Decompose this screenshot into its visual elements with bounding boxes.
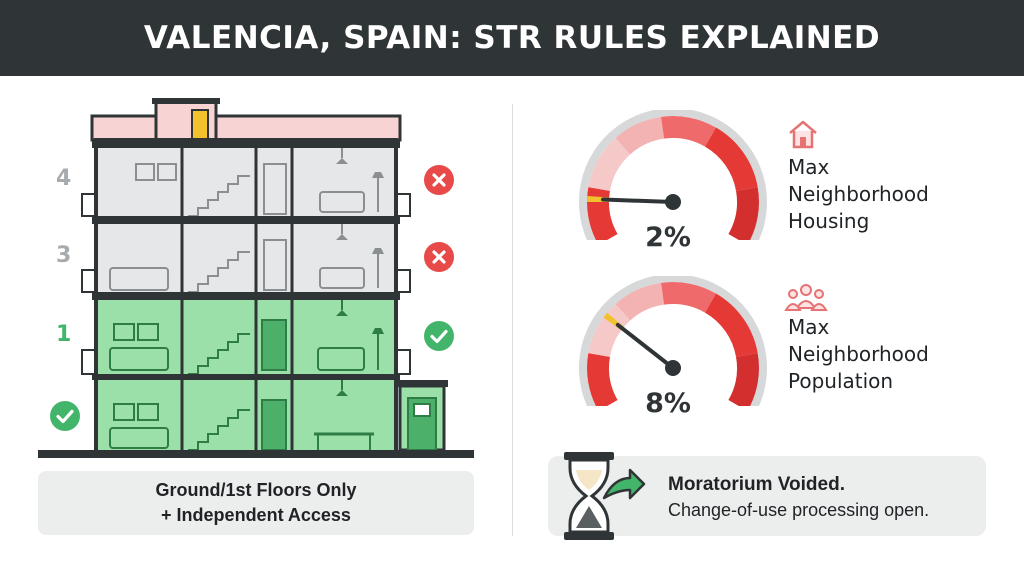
gauge-segment [728,187,759,240]
gauge-segment [661,116,716,147]
rooftop [90,98,402,142]
building-caption: Ground/1st Floors Only + Independent Acc… [38,471,474,535]
gauge-needle [601,197,675,204]
stairs [188,175,250,293]
housing-label-line-3: Housing [788,209,870,233]
floor-label: 1 [56,322,72,347]
gauge-segment [588,304,631,357]
gauge-segment [705,293,758,357]
housing-gauge [579,110,767,240]
floor-4 [98,148,394,216]
people-group-icon [784,284,828,311]
floor-label: 3 [56,243,72,268]
gauge-hub [665,360,681,376]
building-illustration [38,98,474,458]
population-metric-label: Max Neighborhood Population [788,314,929,395]
floor-3 [98,224,394,292]
status-subtitle: Change-of-use processing open. [668,500,930,520]
status-title: Moratorium Voided. [668,474,845,495]
rooftop-door-icon [191,109,209,141]
population-label-line-3: Population [788,369,894,393]
gauge-segment [586,353,618,406]
caption-line-2: + Independent Access [161,505,351,525]
housing-gauge-value: 2% [645,222,691,253]
population-gauge [579,276,767,406]
gauge-segment [615,282,665,321]
header-bar: VALENCIA, SPAIN: STR RULES EXPLAINED [0,0,1024,76]
status-panel [548,456,986,536]
x-circle-icon [424,242,454,272]
center-divider [512,104,513,536]
population-gauge-value: 8% [645,388,691,419]
house-icon [789,120,817,149]
check-circle-icon [424,321,454,351]
hourglass-arrow-icon [564,452,646,540]
housing-metric-label: Max Neighborhood Housing [788,154,929,235]
check-circle-icon [50,401,80,431]
housing-label-line-2: Neighborhood [788,182,929,206]
independent-entrance [396,380,448,452]
gauge-segment [615,116,665,155]
floor-1 [98,300,394,374]
gauge-segment [588,138,631,191]
gauge-hub [665,194,681,210]
gauge-segment [661,282,716,313]
population-label-line-1: Max [788,315,830,339]
floor-ground [98,380,394,451]
gauge-needle [615,322,675,370]
gauge-segment [728,353,759,406]
page-title: VALENCIA, SPAIN: STR RULES EXPLAINED [143,20,881,56]
floor-label: 4 [56,166,72,191]
housing-label-line-1: Max [788,155,830,179]
x-circle-icon [424,165,454,195]
gauge-segment [705,127,758,191]
caption-line-1: Ground/1st Floors Only [155,480,357,500]
population-label-line-2: Neighborhood [788,342,929,366]
